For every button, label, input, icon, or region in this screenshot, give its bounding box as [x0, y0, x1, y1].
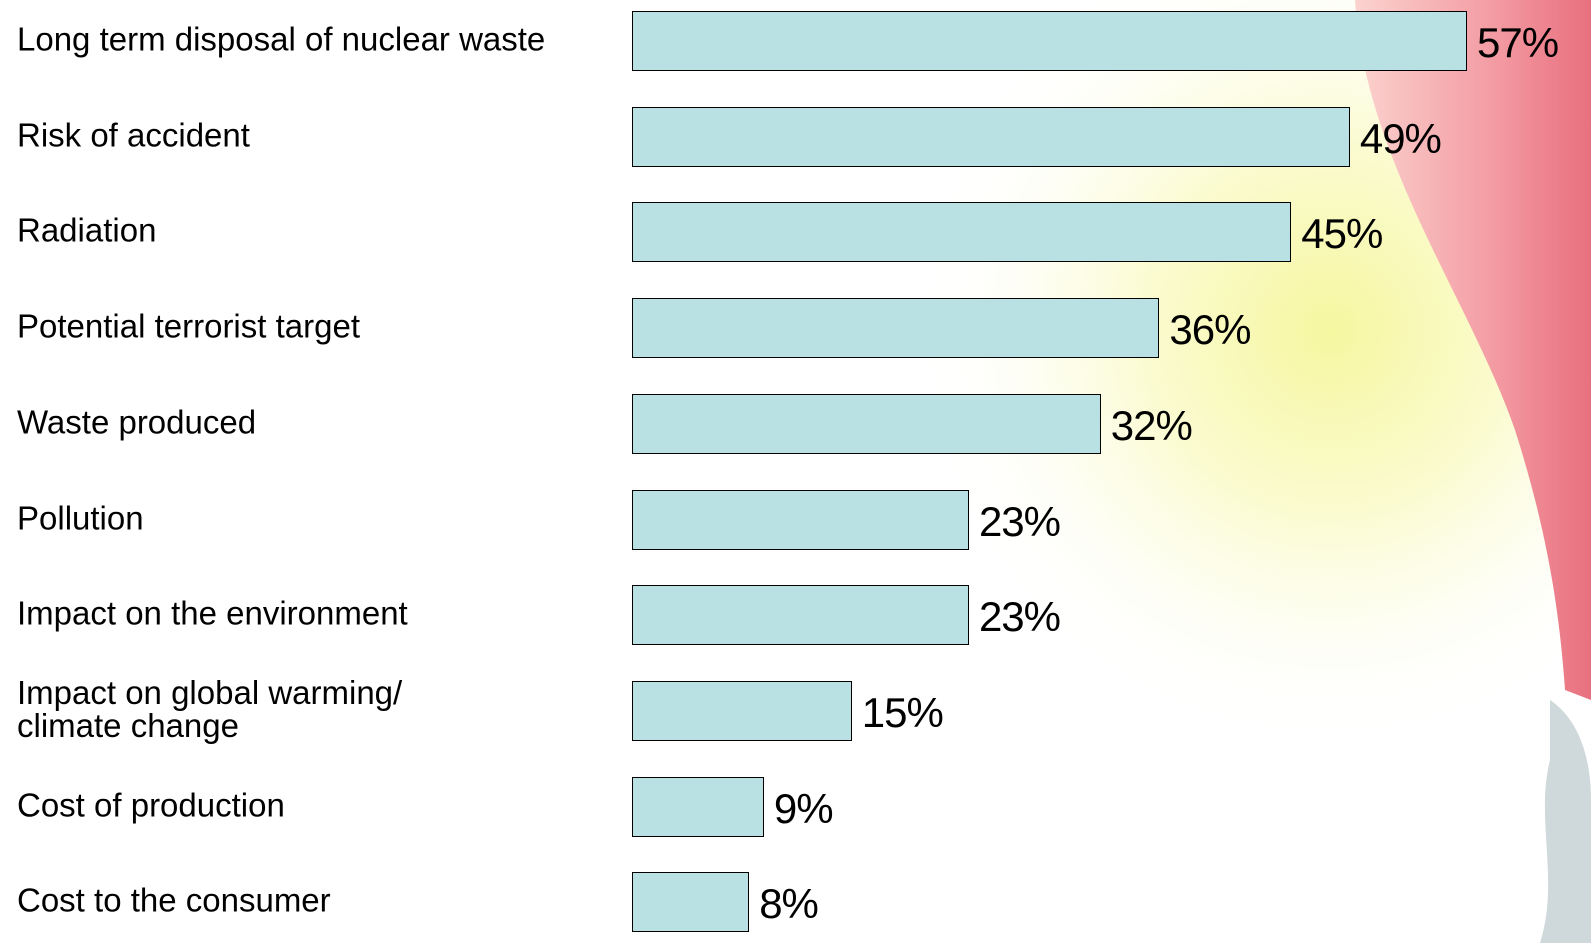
value-label: 9%	[774, 788, 833, 830]
category-label: Cost of production	[17, 788, 285, 821]
bar	[632, 585, 969, 645]
value-label: 23%	[979, 501, 1060, 543]
value-label: 32%	[1111, 405, 1192, 447]
category-label: Cost to the consumer	[17, 884, 331, 917]
category-label: Impact on the environment	[17, 597, 408, 630]
bar	[632, 394, 1101, 454]
category-label: Risk of accident	[17, 118, 250, 151]
value-label: 15%	[862, 692, 943, 734]
page: {"chart_data": {"type": "bar", "orientat…	[0, 0, 1591, 943]
category-label: Long term disposal of nuclear waste	[17, 23, 545, 56]
value-label: 49%	[1360, 118, 1441, 160]
category-label: Potential terrorist target	[17, 310, 360, 343]
bar	[632, 490, 969, 550]
bar	[632, 298, 1159, 358]
value-label: 23%	[979, 596, 1060, 638]
category-label: Impact on global warming/ climate change	[17, 676, 402, 742]
chart: Long term disposal of nuclear waste 57% Ri…	[0, 0, 1591, 943]
bar	[632, 681, 852, 741]
bar	[632, 872, 749, 932]
value-label: 45%	[1301, 213, 1382, 255]
value-label: 57%	[1477, 22, 1558, 64]
bar	[632, 107, 1350, 167]
bar	[632, 777, 764, 837]
value-label: 36%	[1169, 309, 1250, 351]
category-label: Pollution	[17, 501, 144, 534]
bar	[632, 202, 1291, 262]
value-label: 8%	[759, 883, 818, 925]
category-label: Radiation	[17, 214, 156, 247]
bar	[632, 11, 1467, 71]
category-label: Waste produced	[17, 405, 256, 438]
